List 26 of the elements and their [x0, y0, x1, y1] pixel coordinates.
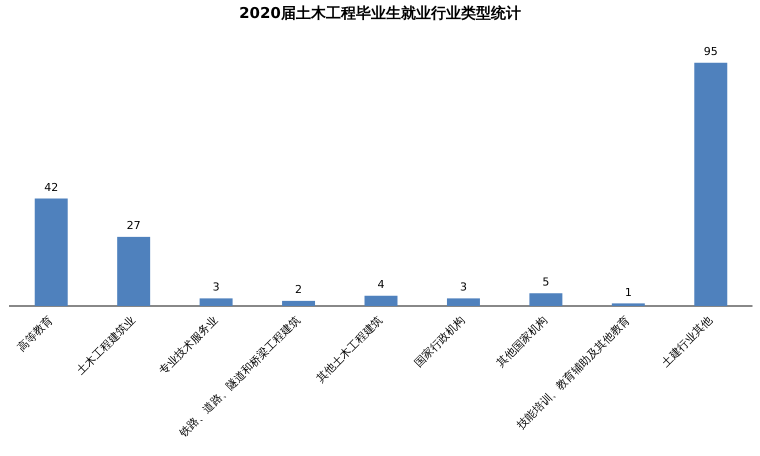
x-tick-label: 土建行业其他 — [659, 314, 715, 370]
bar — [282, 300, 316, 306]
chart-title: 2020届土木工程毕业生就业行业类型统计 — [238, 4, 522, 23]
x-tick-label: 土木工程建筑业 — [74, 314, 138, 378]
data-label: 5 — [542, 276, 550, 289]
bar — [364, 296, 398, 306]
bar — [529, 293, 562, 306]
x-tick-label: 国家行政机构 — [412, 314, 468, 370]
bar — [612, 303, 645, 306]
data-label: 27 — [126, 219, 141, 232]
x-tick-label: 其他国家机构 — [494, 314, 550, 370]
bar — [117, 236, 150, 306]
bar — [446, 298, 480, 306]
data-label: 3 — [460, 280, 467, 294]
data-label: 1 — [624, 286, 632, 299]
data-label: 4 — [378, 278, 384, 292]
x-tick-label: 其他土木工程建筑 — [314, 314, 386, 386]
data-label: 3 — [212, 280, 220, 294]
data-label: 42 — [44, 180, 58, 194]
data-label: 2 — [295, 283, 302, 296]
bar — [200, 298, 233, 306]
data-label: 95 — [704, 45, 718, 58]
bar — [34, 198, 68, 306]
x-tick-label: 高等教育 — [15, 314, 56, 354]
bar — [694, 62, 728, 306]
x-tick-label: 专业技术服务业 — [156, 314, 220, 378]
